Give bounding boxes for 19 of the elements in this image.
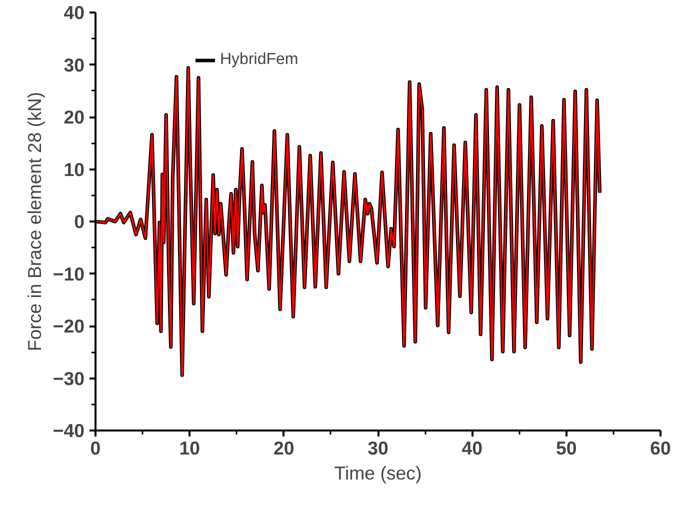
y-tick-label: −10: [52, 263, 85, 284]
y-tick-label: −30: [52, 368, 85, 389]
x-tick-label: 30: [368, 438, 388, 458]
legend-label: HybridFem: [220, 51, 298, 69]
x-tick-label: 60: [650, 438, 671, 458]
y-tick-label: −20: [52, 316, 85, 336]
x-tick-label: 20: [273, 438, 294, 458]
y-tick-label: 30: [64, 54, 85, 76]
y-tick-label: 20: [64, 106, 85, 128]
x-tick-label: 10: [179, 438, 200, 458]
y-tick-label: 40: [64, 2, 85, 23]
x-tick-label: 0: [90, 438, 101, 458]
y-axis-title: Force in Brace element 28 (kN): [24, 92, 45, 352]
y-tick-label: 10: [64, 158, 85, 180]
x-tick-label: 50: [556, 438, 577, 458]
x-axis-title: Time (sec): [334, 462, 422, 484]
y-tick-label: −40: [52, 420, 85, 441]
y-tick-label: 0: [74, 211, 85, 232]
x-tick-label: 40: [462, 438, 483, 458]
